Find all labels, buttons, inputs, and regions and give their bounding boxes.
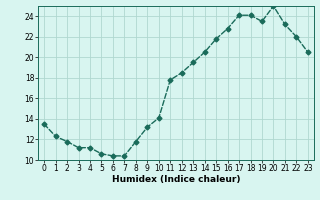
X-axis label: Humidex (Indice chaleur): Humidex (Indice chaleur) [112,175,240,184]
